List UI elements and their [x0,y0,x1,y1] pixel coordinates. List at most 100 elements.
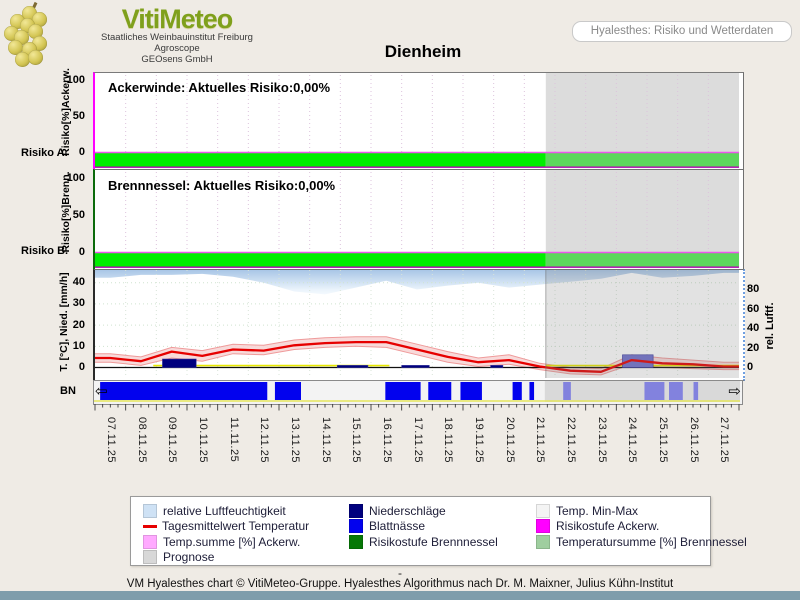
legend-item-label: Temp.summe [%] Ackerw. [163,534,301,549]
x-tick-label: 08.11.25 [135,417,148,464]
y-tick-label: 50 [72,109,85,122]
weather-plot [95,270,739,378]
legend-item: Temp.summe [%] Ackerw. [143,534,348,550]
scroll-right-arrow-icon[interactable]: ⇨ [728,383,741,400]
grape-berry [32,12,47,27]
station-title: Dienheim [384,42,462,61]
legend-column-1: relative Luftfeuchtigkeit Tagesmittelwert… [143,503,348,565]
brand-subtitle-3: GEOsens GmbH [141,54,213,65]
brand-name: VitiMeteo [121,4,234,34]
legend-swatch-box [536,503,550,518]
x-tick-label: 27.11.25 [718,417,731,464]
legend-item-label: Risikostufe Brennnessel [369,534,498,549]
footer-separator: - [398,566,402,580]
legend-item: Risikostufe Ackerw. [536,519,708,535]
ackerwinde-y-ticks: 100 50 0 [58,72,88,169]
legend-item-label: relative Luftfeuchtigkeit [163,503,286,518]
grape-berry [28,24,43,39]
footer-bar [0,591,800,600]
x-tick-label: 24.11.25 [626,417,639,464]
legend-item: Blattnässe [349,519,534,535]
scroll-left-arrow-icon[interactable]: ⇦ [95,383,108,400]
legend-item: Tagesmittelwert Temperatur [143,519,348,535]
y-tick-label: 0 [78,361,85,374]
brand-block: VitiMeteo Staatliches Weinbauinstitut Fr… [62,4,292,66]
x-tick-label: 26.11.25 [687,417,700,464]
ackerwinde-risk-plot [95,73,739,168]
x-tick-label: 19.11.25 [472,417,485,464]
x-tick-label: 10.11.25 [196,417,209,464]
legend-swatch-box [536,519,550,534]
x-tick-label: 20.11.25 [503,417,516,464]
ackerwinde-risk-panel [93,72,744,171]
weather-y-ticks-left: 0 10 20 30 40 [58,269,88,379]
grape-berry [28,50,43,65]
legend-swatch-box [349,534,363,549]
legend-item-label: Risikostufe Ackerw. [556,519,660,534]
legend-item: Temperatursumme [%] Brennnessel [536,534,747,550]
legend-item: relative Luftfeuchtigkeit [143,503,348,519]
y-tick-label: 50 [72,208,85,221]
brennnessel-y-ticks: 100 50 0 [58,169,88,269]
y-tick-label: 20 [72,318,85,331]
legend-item: Prognose [143,550,348,566]
y-tick-label: 100 [66,73,85,86]
legend-item: Temp. Min-Max [536,503,708,519]
y-tick-label: 20 [747,341,760,354]
y-tick-label: 40 [72,276,85,289]
legend-swatch-box [143,503,157,518]
y-tick-label: 0 [78,145,85,158]
x-tick-label: 11.11.25 [227,417,240,463]
x-axis-ruler [94,404,740,411]
brennnessel-risk-plot [95,170,739,268]
x-tick-label: 22.11.25 [564,417,577,464]
legend-item: Niederschläge [349,503,534,519]
x-tick-label: 18.11.25 [442,417,455,464]
grape-berry [8,40,23,55]
legend-item-label: Temperatursumme [%] Brennnessel [556,534,747,549]
ackerwinde-annotation: Ackerwinde: Aktuelles Risiko:0,00% [108,80,331,95]
y-tick-label: 0 [747,361,754,374]
legend-swatch-box [143,550,157,565]
x-tick-label: 14.11.25 [319,417,332,464]
legend-swatch-box [536,534,550,549]
legend-item: Risikostufe Brennnessel [349,534,534,550]
chart-legend: relative Luftfeuchtigkeit Tagesmittelwert… [130,496,747,566]
brand-subtitle-1: Staatliches Weinbauinstitut Freiburg [101,32,253,43]
x-tick-label: 07.11.25 [104,417,117,464]
grape-berry [15,52,30,67]
x-tick-label: 21.11.25 [534,417,547,464]
y-tick-label: 0 [78,245,85,258]
legend-swatch-line [143,524,157,528]
brennnessel-risk-panel [93,169,744,271]
risk-a-side-label: Risiko A. [21,147,68,159]
leafwetness-bars [94,381,740,402]
y-tick-label: 100 [66,171,85,184]
x-tick-label: 13.11.25 [288,417,301,464]
legend-item-label: Temp. Min-Max [556,503,639,518]
legend-item-label: Niederschläge [369,503,446,518]
legend-swatch-box [349,503,363,518]
vitimeteo-grape-logo [2,1,60,67]
y-tick-label: 80 [747,283,760,295]
y-tick-label: 10 [72,339,85,352]
page-label-chip: Hyalesthes: Risiko und Wetterdaten [572,21,792,42]
humidity-y-ticks-right: 0 20 40 60 80 [744,269,770,379]
legend-item-label: Tagesmittelwert Temperatur [162,519,310,534]
brennnessel-annotation: Brennnessel: Aktuelles Risiko:0,00% [108,178,336,193]
legend-item-label: Prognose [163,550,215,565]
risk-b-side-label: Risiko B. [21,245,69,257]
y-tick-label: 60 [747,302,760,315]
x-axis-date-labels: 07.11.25 08.11.25 09.11.25 10.11.25 11.11.25… [93,415,741,495]
brand-subtitle-2: Agroscope [154,43,200,54]
y-tick-label: 40 [747,322,760,334]
x-tick-label: 23.11.25 [595,417,608,464]
footer-credit: VM Hyalesthes chart © VitiMeteo-Gruppe. … [126,578,674,590]
legend-column-3: Temp. Min-Max Risikostufe Ackerw. Temperat… [536,503,747,550]
leafwetness-side-label: BN [60,385,76,397]
x-tick-label: 17.11.25 [411,417,424,464]
legend-column-2: Niederschläge Blattnässe Risikostufe Brenn… [349,503,534,550]
y-tick-label: 30 [72,297,85,310]
x-tick-label: 15.11.25 [350,417,363,464]
